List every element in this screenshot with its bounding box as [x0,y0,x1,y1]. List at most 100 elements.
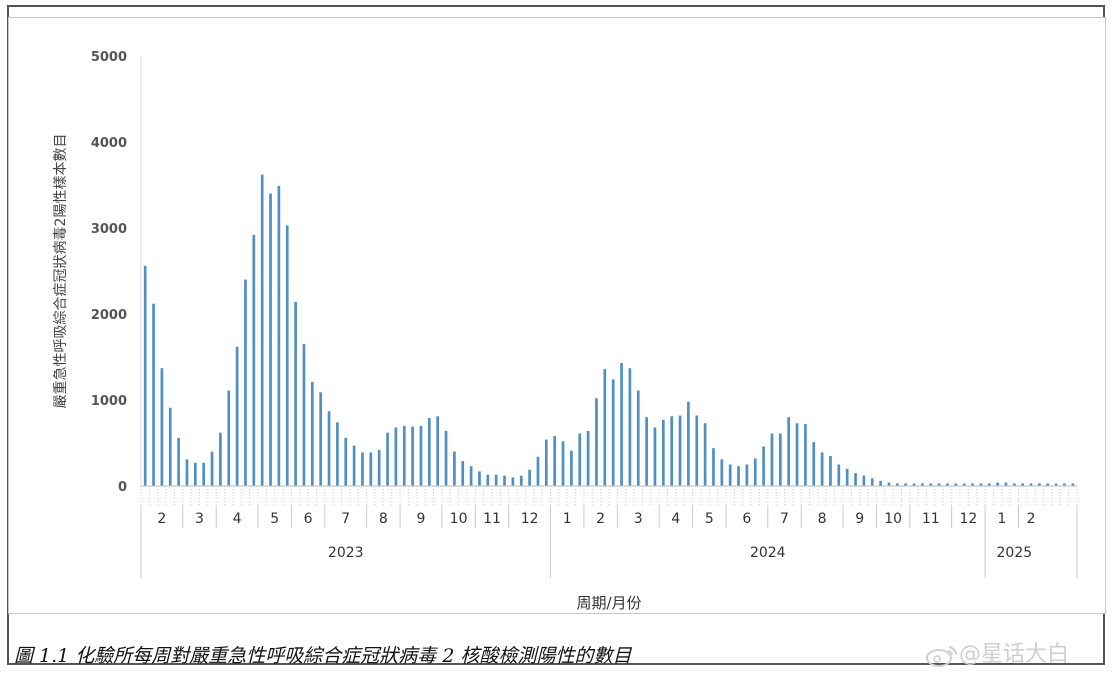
bar [1029,483,1033,486]
month-label: 5 [705,511,714,527]
bar [971,483,974,486]
bar [327,411,331,486]
bar [561,441,565,486]
bar [319,392,323,486]
month-label: 6 [304,511,313,527]
bar [661,419,665,486]
bar [386,432,389,486]
bar [260,174,264,486]
watermark-text: @星话大白 [959,642,1070,667]
bar [394,427,398,486]
bar [737,466,740,486]
weibo-icon [926,646,957,667]
bar [870,478,874,486]
bar [578,433,582,486]
bar [912,483,916,486]
bar [653,427,657,486]
bar [879,480,882,486]
bar [519,475,523,486]
month-label: 12 [521,511,539,527]
bar [352,445,356,486]
month-label: 7 [341,511,350,527]
bar [219,432,222,486]
bar [595,398,598,486]
bar [929,483,933,486]
month-label: 1 [563,511,572,527]
bar [536,456,540,486]
bar [921,483,924,486]
bar [678,415,682,486]
year-label: 2023 [328,545,364,561]
bar [712,448,715,486]
month-label: 8 [379,511,388,527]
month-label: 7 [780,511,789,527]
bar [829,455,832,486]
bar [1046,483,1050,486]
bar [904,483,908,486]
bar [185,459,189,486]
year-label: 2025 [997,545,1033,561]
bar [787,417,791,486]
bar [469,466,473,486]
bar [1038,483,1041,486]
y-tick-label: 5000 [91,50,127,65]
bar [361,452,364,486]
bar [854,473,857,486]
bar [344,437,348,486]
month-label: 2 [1027,511,1036,527]
bar [277,185,281,487]
bar [670,416,674,486]
bar [987,483,991,486]
bar [269,193,272,486]
bar [235,346,239,486]
bar [628,368,632,486]
month-label: 6 [742,511,751,527]
bar [937,483,941,486]
bar [745,464,749,486]
bar [695,415,699,486]
bar [377,449,381,486]
month-label: 3 [634,511,643,527]
bar [845,468,849,486]
bar [427,418,431,486]
bar [143,265,147,486]
bar [762,446,765,486]
month-label: 10 [450,511,468,527]
bar [753,458,757,486]
bar [553,436,557,486]
y-tick-label: 0 [118,480,127,495]
year-label: 2024 [750,545,786,561]
bar [1004,482,1008,486]
bar [636,390,640,486]
bar [770,433,774,486]
weekly-positive-bar-chart: 0 1000 2000 3000 4000 5000 嚴重急性呼吸綜合症冠狀病毒2陽性樣本數… [52,50,1078,612]
bar [369,452,373,486]
bar [611,379,615,486]
bar [778,433,782,486]
bar [444,430,448,486]
bar [411,426,414,486]
bar [996,482,999,486]
watermark: @星话大白 [925,636,1069,668]
bar [820,452,824,486]
month-label: 10 [884,511,902,527]
bar [227,390,231,486]
bar [486,474,490,486]
bar [1054,483,1058,486]
bar [887,482,891,486]
chart-area: 0 1000 2000 3000 4000 5000 嚴重急性呼吸綜合症冠狀病毒2陽性樣本數… [8,17,1106,614]
y-tick-label: 2000 [91,308,127,323]
bar [837,464,841,486]
bar [962,483,966,486]
month-label: 12 [959,511,977,527]
bar [285,225,289,487]
y-tick-label: 1000 [91,394,127,409]
y-tick-label: 4000 [91,136,127,151]
bar [954,483,958,486]
month-label: 5 [270,511,279,527]
bar [210,451,214,486]
bar [436,416,440,486]
bar [453,451,456,486]
bar [812,442,816,486]
bar [294,301,297,486]
